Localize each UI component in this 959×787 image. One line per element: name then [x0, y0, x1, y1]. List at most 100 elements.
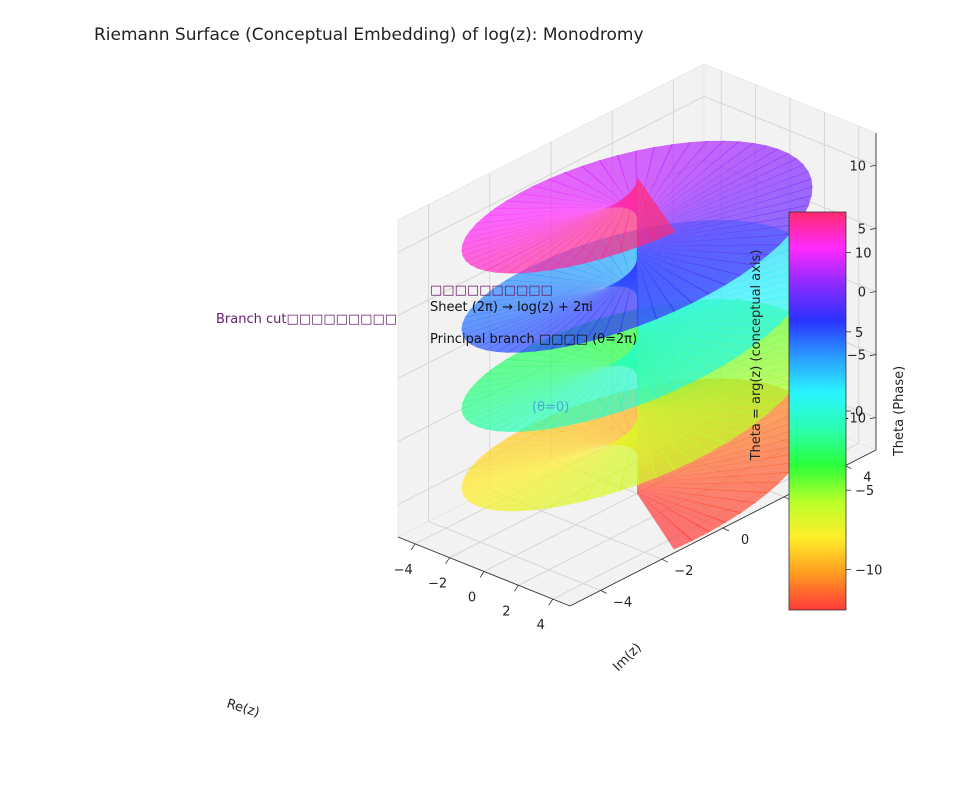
surface-wedge [493, 200, 637, 209]
x-tick-mark [410, 543, 416, 551]
surface-wedge [518, 344, 637, 370]
colorbar-tick-label: 10 [855, 247, 872, 262]
surface-wedge [637, 489, 727, 533]
surface-wedge [637, 171, 812, 238]
surface-wedge [637, 251, 727, 295]
surface-wedge [637, 410, 727, 453]
surface-wedge [637, 164, 809, 236]
surface-wedge [637, 145, 779, 231]
colorbar-tick-label: 0 [855, 405, 863, 420]
surface-wedge [518, 185, 637, 211]
surface-wedge [532, 178, 637, 213]
colorbar [788, 211, 847, 611]
annotations: □□□□□□□□□□ Sheet (2π) → log(z) + 2πi Branc… [216, 283, 637, 415]
surface-wedge [462, 196, 637, 261]
surface-wedge [547, 172, 637, 214]
surface-wedge [637, 244, 781, 256]
z-tick-label: −5 [847, 349, 866, 364]
surface-wedge [493, 438, 637, 447]
surface-wedge [637, 249, 756, 276]
surface-wedge [637, 153, 798, 234]
surface-wedge [476, 271, 637, 351]
surface-wedge [637, 333, 694, 391]
surface-wedge [637, 407, 756, 434]
surface-wedge [470, 193, 637, 269]
annotation-monodromy: Sheet (2π) → log(z) + 2πi [430, 300, 593, 315]
surface-wedge [601, 338, 637, 418]
surface-wedge [637, 257, 658, 327]
surface-wedge [619, 179, 639, 254]
surface-wedge [619, 337, 639, 413]
z-tick-mark [869, 417, 877, 420]
surface-wedge [470, 352, 637, 427]
z-axis-label: Theta = arg(z) (conceptual axis) [749, 250, 764, 462]
surface-wedge [518, 423, 637, 449]
y-tick-mark [845, 465, 852, 469]
surface-wedge [637, 255, 676, 320]
surface-wedge [465, 353, 637, 424]
surface-wedge [637, 336, 658, 406]
surface-wedge [637, 328, 756, 355]
surface-wedge [470, 431, 637, 507]
surface-wedge [637, 247, 769, 266]
surface-wedge [493, 359, 637, 368]
surface-wedge [637, 142, 768, 230]
surface-wedge [637, 490, 711, 542]
y-tick-mark [722, 527, 730, 532]
z-tick-mark [869, 291, 877, 293]
surface-wedge [637, 330, 727, 374]
x-tick-label: 0 [468, 591, 476, 606]
surface-wedge [637, 485, 769, 504]
surface-wedge [495, 427, 637, 512]
surface-wedge [505, 430, 637, 448]
surface-wedge [485, 190, 637, 273]
surface-wedge [637, 411, 711, 462]
colorbar-ticks: −10 −5 0 5 10 [846, 247, 882, 578]
surface-wedge [637, 178, 813, 239]
y-axis-label: Im(z) [610, 640, 644, 674]
annotation-theta-0: (θ=0) [532, 400, 569, 415]
surface-wedge [505, 272, 637, 289]
surface-wedge [637, 408, 742, 444]
y-tick-label: 4 [863, 471, 871, 486]
y-tick-label: −4 [613, 595, 632, 610]
surface-wedge [495, 189, 637, 274]
surface-wedge [637, 327, 769, 345]
x-tick-label: 2 [502, 604, 510, 619]
surface-wedge [476, 430, 637, 509]
surface-wedge [637, 329, 742, 365]
y-tick-label: −2 [674, 564, 693, 579]
surface-wedge [600, 259, 637, 339]
surface-wedge [495, 268, 637, 353]
surface-wedge [619, 416, 639, 492]
surface-wedge [485, 349, 637, 432]
surface-wedge [476, 350, 637, 430]
surface-wedge [637, 414, 676, 478]
x-tick-mark [479, 571, 485, 578]
y-tick-mark [600, 590, 607, 594]
x-tick-label: −2 [428, 577, 447, 592]
surface-wedge [637, 142, 691, 223]
surface-wedge [601, 418, 637, 497]
surface-wedge [637, 406, 769, 424]
surface-wedge [495, 348, 637, 432]
surface-wedge [465, 432, 637, 503]
annotation-branch-cut: Branch cut□□□□□□□□□ [216, 312, 397, 327]
surface-wedge [637, 177, 658, 248]
grid-line [397, 95, 705, 253]
surface-wedge [637, 254, 693, 312]
y-tick-label: 0 [741, 533, 749, 548]
z-tick-mark [869, 354, 877, 356]
surface-wedge [600, 180, 637, 260]
surface-wedge [637, 486, 756, 514]
surface-wedge [637, 140, 740, 227]
z-tick-label: 5 [858, 222, 866, 237]
z-tick-label: 0 [858, 286, 866, 301]
surface-wedge [637, 332, 711, 383]
surface-wedge [493, 279, 637, 289]
surface-wedge [637, 141, 755, 228]
surface-wedge [518, 265, 637, 291]
surface-wedge [465, 194, 637, 266]
surface-wedge [462, 434, 637, 499]
